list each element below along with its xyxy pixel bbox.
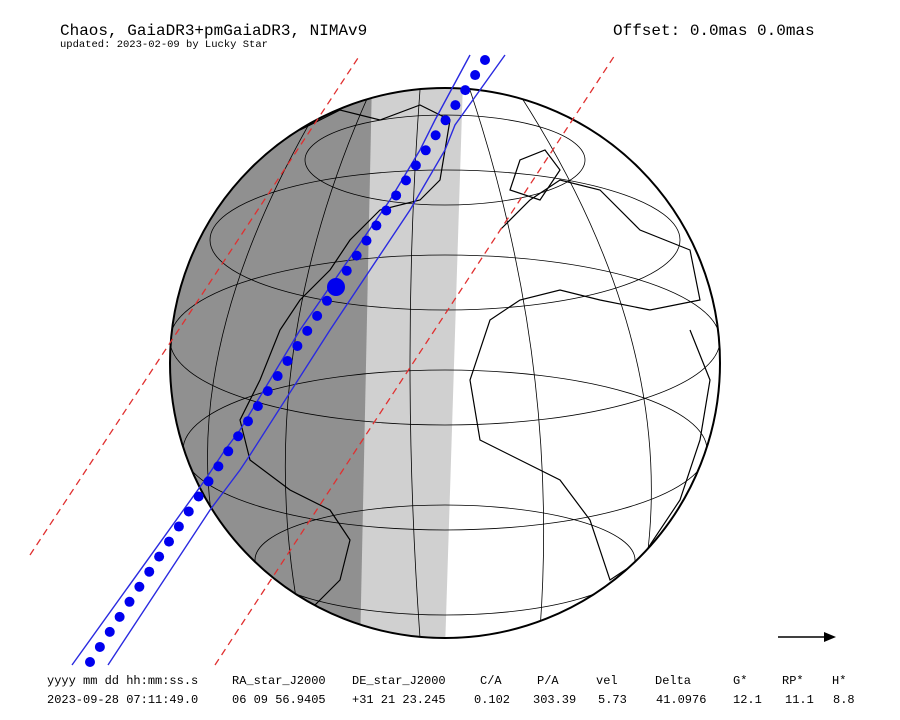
path-dot (361, 235, 372, 246)
path-dot (430, 130, 441, 141)
table-header: C/A (480, 674, 502, 688)
arrow-head (824, 632, 836, 642)
table-cell: 0.102 (474, 693, 510, 707)
path-dot (262, 386, 273, 397)
table-header: RP* (782, 674, 804, 688)
path-dot (282, 356, 293, 366)
table-cell: 11.1 (785, 693, 814, 707)
globe-outline (169, 87, 721, 639)
path-dot (252, 401, 263, 412)
path-dot (391, 190, 402, 201)
title: Chaos, GaiaDR3+pmGaiaDR3, NIMAv9 (60, 22, 367, 40)
offset: Offset: 0.0mas 0.0mas (613, 22, 815, 40)
path-dot (164, 536, 174, 547)
path-dot (312, 310, 323, 321)
shadow-limits (71, 54, 506, 666)
path-dot (124, 596, 135, 607)
path-dot (420, 145, 431, 156)
subtitle: updated: 2023-02-09 by Lucky Star (60, 39, 268, 51)
path-dot (450, 100, 461, 111)
table-cell: 5.73 (598, 693, 627, 707)
path-dot (114, 611, 125, 622)
path-dot (213, 461, 224, 472)
table-header: vel (596, 674, 618, 688)
path-dot (85, 657, 95, 667)
path-dot (470, 70, 481, 81)
path-dot (203, 476, 214, 487)
path-dot (223, 446, 234, 457)
table-cell: 303.39 (533, 693, 576, 707)
closest-approach (327, 278, 345, 296)
table-cell: 12.1 (733, 693, 762, 707)
table-cell: 41.0976 (656, 693, 706, 707)
table-cell: 06 09 56.9405 (232, 693, 326, 707)
data-table: yyyy mm dd hh:mm:ss.s RA_star_J2000 DE_sta… (47, 674, 855, 707)
central-line (85, 55, 490, 667)
path-dot (154, 551, 165, 562)
path-dot (272, 371, 283, 382)
path-dot (341, 265, 352, 276)
uncertainty-lines (29, 54, 616, 666)
path-dot (351, 250, 362, 261)
globe (170, 88, 720, 638)
path-dot (233, 431, 244, 442)
table-cell: 2023-09-28 07:11:49.0 (47, 693, 198, 707)
coastlines (239, 104, 711, 611)
table-header: H* (832, 674, 846, 688)
path-dot (104, 626, 115, 637)
table-header: yyyy mm dd hh:mm:ss.s (47, 674, 198, 688)
table-header: RA_star_J2000 (232, 674, 326, 688)
path-dot (134, 581, 145, 592)
table-header: P/A (537, 674, 559, 688)
path-dot (292, 340, 303, 351)
path-dot (144, 566, 155, 577)
path-dot (371, 220, 382, 231)
table-header: DE_star_J2000 (352, 674, 446, 688)
path-dot (173, 521, 184, 532)
path-dot (410, 160, 421, 171)
table-cell: 8.8 (833, 693, 855, 707)
path-dot (322, 295, 332, 306)
path-dot (193, 491, 204, 502)
table-header: G* (733, 674, 747, 688)
path-dot (243, 416, 253, 427)
table-header: Delta (655, 674, 691, 688)
table-cell: +31 21 23.245 (352, 693, 446, 707)
path-dot (183, 506, 194, 517)
path-dot (94, 641, 105, 652)
path-dot (480, 55, 490, 65)
path-dot (440, 115, 451, 126)
path-dot (302, 325, 313, 336)
path-dot (460, 85, 471, 96)
path-dot (381, 205, 392, 216)
path-dot (401, 175, 411, 186)
